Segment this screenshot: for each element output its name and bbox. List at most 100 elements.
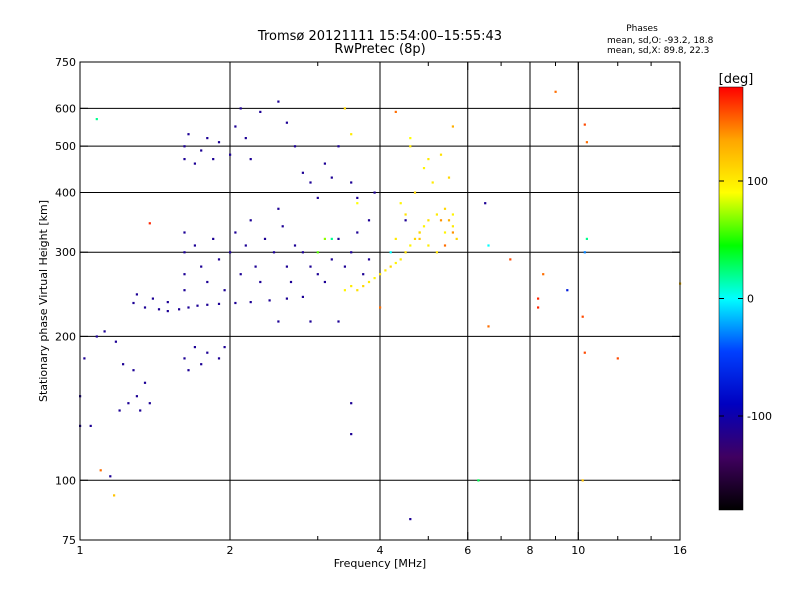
- data-point: [114, 340, 117, 343]
- data-point: [413, 191, 417, 194]
- data-point: [362, 285, 365, 288]
- legend-line-x: mean, sd,X: 89.8, 22.3: [607, 46, 709, 56]
- data-point: [259, 280, 262, 284]
- data-point: [183, 289, 186, 292]
- data-point: [443, 231, 447, 234]
- data-point: [206, 137, 209, 140]
- data-point: [183, 273, 186, 276]
- data-point: [285, 265, 288, 268]
- data-point: [234, 301, 237, 305]
- data-point: [487, 325, 490, 328]
- data-point: [443, 207, 447, 210]
- data-point: [362, 273, 365, 276]
- data-point: [509, 258, 512, 261]
- data-point: [217, 302, 221, 305]
- data-point: [477, 479, 480, 482]
- data-point: [122, 363, 125, 366]
- data-point: [309, 320, 312, 323]
- colorbar-label: [deg]: [719, 72, 754, 87]
- data-point: [183, 158, 186, 161]
- data-point: [239, 273, 242, 276]
- data-point: [413, 237, 417, 240]
- data-point: [206, 280, 209, 284]
- data-point: [350, 285, 353, 288]
- data-point: [187, 369, 190, 372]
- y-axis-label: Stationary phase Virtual Height [km]: [37, 200, 50, 402]
- x-tick-label: 4: [377, 544, 384, 557]
- data-point: [616, 357, 619, 360]
- data-point: [212, 158, 215, 161]
- data-point: [196, 304, 199, 307]
- data-point: [289, 280, 293, 284]
- data-point: [439, 219, 443, 222]
- data-point: [285, 121, 288, 124]
- data-point: [343, 289, 346, 292]
- data-points: [79, 90, 682, 521]
- data-point: [132, 369, 135, 372]
- data-point: [217, 357, 221, 360]
- data-point: [217, 141, 221, 144]
- y-tick-label: 400: [55, 186, 76, 199]
- data-point: [422, 167, 426, 170]
- data-point: [394, 237, 397, 240]
- data-point: [109, 475, 112, 478]
- data-point: [223, 289, 226, 292]
- grid-layer: [80, 62, 680, 540]
- y-tick-label: 750: [55, 56, 76, 69]
- data-point: [435, 213, 438, 216]
- data-point: [343, 107, 346, 110]
- data-point: [451, 231, 454, 234]
- data-point: [356, 196, 359, 199]
- data-point: [132, 301, 135, 305]
- data-point: [384, 269, 387, 272]
- data-point: [135, 293, 138, 296]
- data-point: [323, 280, 326, 284]
- data-point: [350, 433, 353, 436]
- legend-line-o: mean, sd,O: -93.2, 18.8: [607, 36, 714, 46]
- data-point: [581, 315, 584, 318]
- data-point: [217, 258, 221, 261]
- data-point: [447, 219, 451, 222]
- data-point: [135, 395, 138, 398]
- y-tick-label: 200: [55, 330, 76, 343]
- data-point: [157, 308, 161, 311]
- data-point: [249, 301, 252, 304]
- data-point: [200, 265, 203, 268]
- data-point: [585, 237, 588, 240]
- data-point: [418, 231, 421, 234]
- data-point: [277, 207, 280, 210]
- data-point: [118, 409, 121, 412]
- data-point: [427, 219, 430, 222]
- data-point: [249, 158, 252, 161]
- data-point: [583, 123, 586, 126]
- data-point: [542, 273, 545, 276]
- data-point: [103, 330, 106, 333]
- colorbar-tick-label: -100: [747, 410, 772, 423]
- x-tick-label: 8: [527, 544, 534, 557]
- data-point: [350, 251, 353, 254]
- data-point: [212, 237, 215, 240]
- data-point: [394, 110, 397, 113]
- data-point: [193, 346, 196, 349]
- data-point: [585, 141, 588, 144]
- data-point: [431, 181, 434, 184]
- data-point: [427, 158, 430, 161]
- data-point: [337, 237, 340, 240]
- data-point: [356, 289, 359, 292]
- data-point: [399, 202, 402, 205]
- data-point: [316, 196, 319, 199]
- data-point: [95, 335, 98, 338]
- data-point: [239, 107, 242, 110]
- data-point: [409, 518, 412, 521]
- data-point: [404, 251, 407, 254]
- data-point: [309, 265, 312, 268]
- data-point: [337, 145, 340, 148]
- data-point: [268, 299, 271, 302]
- data-point: [379, 273, 382, 276]
- data-point: [409, 137, 412, 140]
- data-point: [187, 133, 190, 136]
- data-point: [166, 301, 169, 304]
- data-point: [206, 351, 209, 354]
- data-point: [350, 181, 353, 184]
